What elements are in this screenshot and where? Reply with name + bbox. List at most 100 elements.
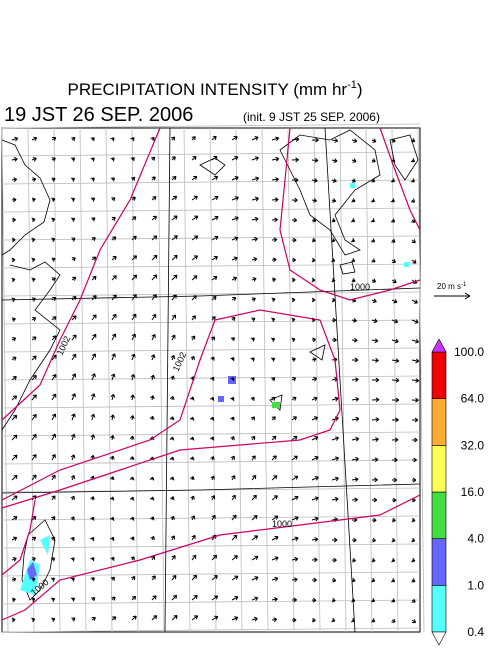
- wind-arrow: [311, 476, 319, 481]
- wind-arrow: [109, 496, 115, 501]
- wind-arrow: [210, 495, 216, 501]
- wind-arrow: [151, 156, 156, 161]
- grid-line: [1, 431, 421, 437]
- wind-arrow: [51, 516, 56, 521]
- wind-arrow: [51, 433, 57, 441]
- wind-arrow: [211, 554, 218, 561]
- wind-arrow: [411, 319, 419, 324]
- wind-arrow: [51, 277, 56, 282]
- wind-arrow: [90, 413, 96, 421]
- colorbar-segment: [431, 398, 447, 446]
- wind-arrow: [411, 457, 417, 463]
- wind-arrow: [371, 278, 377, 283]
- wind-arrow: [170, 375, 175, 381]
- vector-arrowhead: [464, 292, 471, 300]
- wind-arrow: [130, 394, 135, 401]
- wind-arrow: [151, 575, 156, 581]
- wind-arrow: [311, 198, 317, 203]
- wind-arrow: [271, 317, 276, 323]
- wind-arrow: [31, 394, 37, 401]
- wind-arrow: [170, 535, 176, 541]
- wind-arrow: [411, 397, 419, 403]
- wind-arrow: [31, 355, 37, 361]
- wind-arrow: [371, 417, 380, 422]
- wind-arrow: [410, 178, 415, 183]
- wind-arrow: [31, 197, 36, 203]
- wind-arrow: [11, 237, 16, 243]
- colorbar-segment: [431, 445, 447, 493]
- wind-arrow: [51, 335, 57, 341]
- wind-arrow: [250, 377, 255, 382]
- wind-arrow: [51, 177, 56, 182]
- wind-arrow: [11, 277, 16, 283]
- wind-arrow: [371, 537, 376, 543]
- wind-arrow: [11, 434, 18, 441]
- wind-arrow: [151, 333, 156, 341]
- isobar: [1, 494, 421, 621]
- wind-arrow: [351, 497, 358, 503]
- wind-arrow: [351, 617, 356, 623]
- wind-arrow: [351, 257, 356, 263]
- wind-arrow: [71, 137, 76, 142]
- lon-line: [324, 127, 356, 633]
- vector-reference: 20 m s-1: [434, 282, 471, 300]
- wind-arrow: [50, 557, 56, 562]
- wind-arrow: [190, 476, 195, 481]
- wind-arrow: [189, 416, 195, 421]
- wind-arrow: [371, 238, 376, 243]
- wind-arrow: [90, 137, 95, 142]
- wind-arrow: [90, 557, 95, 562]
- wind-arrow: [11, 577, 17, 582]
- wind-arrow: [51, 413, 57, 421]
- wind-arrow: [391, 618, 396, 623]
- wind-arrow: [291, 577, 298, 583]
- wind-arrow: [131, 216, 137, 221]
- wind-arrow: [111, 616, 117, 621]
- wind-arrow: [231, 216, 239, 221]
- wind-arrow: [371, 577, 376, 583]
- wind-arrow: [351, 537, 357, 543]
- wind-arrow: [191, 235, 199, 241]
- wind-arrow: [109, 455, 115, 461]
- lat-line: [1, 287, 421, 301]
- wind-arrow: [51, 474, 56, 481]
- valid-time: 19 JST 26 SEP. 2006: [4, 104, 193, 126]
- wind-arrow: [311, 277, 316, 283]
- colorbar-label: 0.4: [467, 625, 484, 639]
- wind-arrow: [390, 198, 395, 203]
- wind-arrow: [391, 358, 400, 364]
- wind-arrow: [211, 135, 217, 141]
- wind-arrow: [131, 274, 138, 281]
- wind-arrow: [391, 299, 398, 304]
- wind-arrow: [90, 496, 95, 501]
- wind-arrow: [331, 158, 338, 163]
- wind-arrow: [351, 218, 356, 223]
- wind-arrow: [411, 239, 416, 244]
- wind-arrow: [271, 197, 279, 203]
- wind-arrow: [230, 377, 235, 382]
- wind-arrow: [311, 537, 319, 542]
- wind-arrow: [411, 299, 418, 304]
- wind-arrow: [411, 598, 416, 603]
- wind-arrow: [311, 496, 319, 501]
- wind-arrow: [311, 396, 318, 402]
- coastline: [1, 261, 61, 431]
- grid-line: [53, 127, 61, 633]
- wind-arrow: [271, 237, 278, 243]
- wind-arrow: [311, 137, 319, 143]
- wind-arrow: [131, 196, 136, 201]
- wind-arrow: [31, 557, 36, 562]
- wind-arrow: [391, 338, 399, 344]
- wind-arrow: [130, 373, 136, 381]
- wind-arrow: [171, 136, 176, 141]
- wind-arrow: [371, 357, 379, 363]
- wind-arrow: [31, 617, 36, 623]
- wind-arrow: [291, 435, 298, 441]
- wind-arrow: [71, 276, 77, 281]
- wind-arrow: [169, 396, 175, 401]
- wind-arrow: [371, 138, 377, 143]
- wind-arrow: [31, 515, 37, 521]
- isobar: [1, 127, 161, 421]
- wind-arrow: [131, 235, 137, 241]
